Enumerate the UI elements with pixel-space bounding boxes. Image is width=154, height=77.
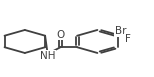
Text: Br: Br bbox=[115, 26, 126, 36]
Text: O: O bbox=[56, 30, 65, 40]
Text: F: F bbox=[125, 34, 130, 44]
Text: NH: NH bbox=[40, 51, 55, 61]
